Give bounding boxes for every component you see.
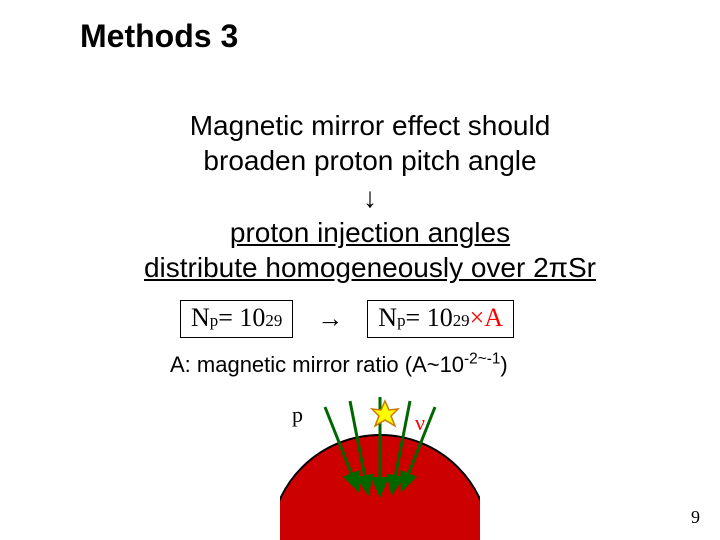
ratio-suffix: )	[500, 352, 507, 377]
equals-text: = 10	[218, 303, 265, 333]
ratio-exponent: -2~-1	[464, 351, 500, 368]
ratio-prefix: A: magnetic mirror ratio (A~10	[170, 352, 464, 377]
body-line-1: Magnetic mirror effect should	[110, 108, 630, 143]
body-line-2: broaden proton pitch angle	[110, 143, 630, 178]
right-arrow-icon: →	[317, 304, 343, 334]
body-line-3: proton injection angles	[110, 215, 630, 250]
slide-title: Methods 3	[80, 18, 238, 55]
diagram-svg	[280, 395, 480, 540]
formula-row: Np = 1029 → Np = 1029×A	[180, 300, 514, 338]
times-symbol: ×	[470, 303, 485, 332]
starburst-icon	[372, 401, 398, 426]
formula-box-left: Np = 1029	[180, 300, 293, 338]
body-text: Magnetic mirror effect should broaden pr…	[110, 108, 630, 285]
body-line-4: distribute homogeneously over 2πSr	[110, 250, 630, 285]
slide: Methods 3 Magnetic mirror effect should …	[0, 0, 720, 540]
a-symbol: A	[484, 303, 503, 332]
page-number: 9	[691, 507, 700, 528]
ratio-text: A: magnetic mirror ratio (A~10-2~-1)	[170, 352, 508, 378]
mirror-diagram	[280, 395, 480, 535]
equals-text-2: = 10	[406, 303, 453, 333]
np-symbol-2: N	[378, 303, 397, 333]
down-arrow-icon: ↓	[110, 180, 630, 215]
formula-box-right: Np = 1029×A	[367, 300, 514, 338]
np-symbol: N	[191, 303, 210, 333]
